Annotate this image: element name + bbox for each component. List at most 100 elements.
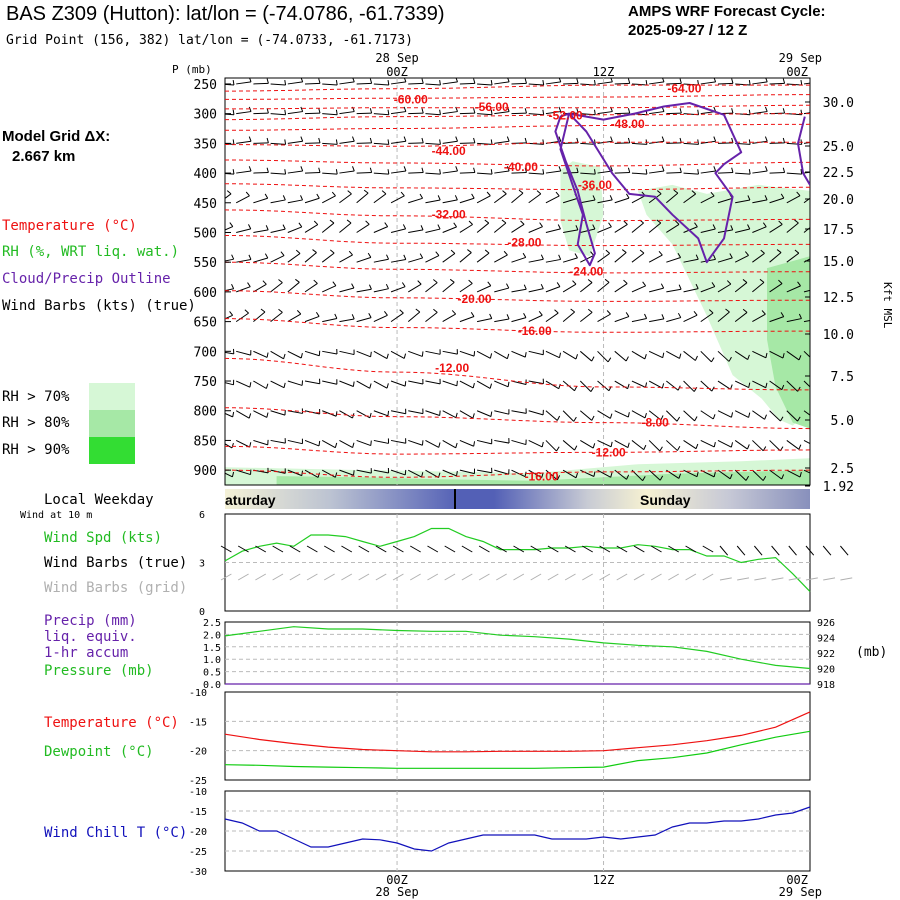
wind-barb-shaft [287, 380, 303, 386]
wind-spd-legend-label: Wind Spd (kts) [44, 530, 163, 546]
wind-barb [562, 280, 577, 293]
wind-barb-flag [490, 411, 493, 417]
wind-barbs-grid-legend-label: Wind Barbs (grid) [44, 580, 188, 596]
wind-barb [803, 171, 810, 174]
wind-barb [253, 167, 269, 174]
wind-barb-shaft [803, 82, 810, 85]
wind-barb-shaft [270, 113, 286, 116]
temperature-line [224, 711, 811, 753]
wind-barb-shaft [287, 350, 302, 359]
wind-barb-flag [487, 281, 492, 287]
wind-barb-shaft [597, 439, 612, 448]
wind-barb-flag [266, 137, 269, 143]
wind-barb-flag [558, 254, 562, 260]
wind-barb-flag [748, 412, 751, 418]
model-grid-label: Model Grid ΔX: [2, 128, 111, 145]
wind-barb-shaft [253, 229, 269, 233]
wind-barb-flag [780, 416, 784, 422]
wind-barb-shaft [717, 380, 731, 390]
wind-barb-shaft [287, 253, 301, 263]
wind-barb-shaft [270, 350, 284, 360]
wind-barb [408, 225, 424, 233]
wind-barb-flag [438, 442, 441, 448]
wind-barb [803, 289, 810, 293]
wind-barb-flag [657, 190, 662, 195]
weekday-saturday: aturday [225, 492, 276, 508]
wind-barb-shaft [580, 199, 596, 204]
wind-barb [494, 314, 510, 323]
wind-barb-shaft [717, 410, 732, 418]
wind-barb-shaft [734, 410, 749, 418]
wind-barb [563, 225, 579, 233]
wind-barb-shaft [442, 81, 458, 85]
wind-barb [683, 469, 699, 478]
wind-barb-shaft [803, 320, 810, 323]
wind-barb-shaft [649, 81, 665, 85]
wind-barb [752, 469, 767, 481]
wind-barb-shaft [700, 195, 715, 204]
wind-barb-shaft [683, 410, 695, 422]
wind-barb [769, 108, 786, 115]
wind-barb-shaft [580, 469, 595, 477]
wind-barb-flag [711, 386, 715, 392]
wind-barb [373, 139, 390, 145]
wind-barb [236, 380, 252, 388]
wind-barb [803, 469, 810, 474]
precip-ytick: 0.0 [203, 680, 221, 691]
wind-barb [356, 220, 370, 233]
top-time-label: 00Z [786, 65, 808, 79]
wind-barb-flag [284, 109, 287, 115]
wind-barb-shaft [717, 311, 730, 322]
wind-barb-flag [318, 440, 321, 447]
wind-barb [339, 250, 353, 263]
wind-barb-shaft [459, 224, 473, 233]
wind-barb [305, 167, 321, 174]
wind-barb-shaft [356, 223, 370, 233]
wind-barb-shaft [408, 229, 424, 233]
wind-barb-flag [639, 249, 645, 254]
wind-barb [287, 310, 302, 323]
wind-barb-flag [748, 169, 751, 175]
wind-barb-shaft [545, 195, 560, 204]
wind-barb-shaft [253, 350, 268, 358]
temperature-contour-2 [225, 104, 810, 110]
wind-barb-shaft [563, 229, 578, 233]
wind-barb [700, 350, 715, 363]
wind-barb [735, 79, 751, 86]
wind-barb-shaft [803, 226, 810, 233]
wind-barb-shaft [321, 222, 335, 233]
wind-barb [236, 350, 252, 356]
wind-barb [494, 438, 510, 444]
wind-barb-flag [456, 470, 458, 477]
surface-wind-barb-grid [599, 573, 611, 581]
wind-barb-flag [282, 195, 286, 201]
rh70-swatch [89, 383, 135, 410]
wind-barb-flag [539, 222, 543, 227]
wind-barb-flag [387, 109, 390, 115]
surface-wind-barb-grid [650, 573, 662, 581]
temperature-labels: -64.00-60.00-56.00-52.00-48.00-44.00-40.… [394, 82, 702, 484]
height-axis-label: Kft MSL [881, 282, 894, 329]
wind-barb-flag [812, 220, 816, 223]
wind-barb-flag [621, 249, 627, 253]
wind-barb [304, 193, 320, 204]
bottom-date-label: 29 Sep [779, 885, 822, 899]
wind-barb-shaft [322, 380, 337, 385]
wind-barb [494, 136, 510, 144]
wind-barb-flag [231, 471, 235, 477]
wind-barb-flag [558, 166, 562, 172]
wind-barb-flag [312, 249, 317, 253]
wind-barb-shaft [580, 440, 594, 449]
wind-barb-flag [523, 312, 527, 318]
wind-barb [304, 279, 318, 293]
wind-barb-shaft [322, 113, 338, 116]
wind-barb-flag [415, 308, 421, 313]
wind-barb [408, 280, 422, 293]
wind-barb-shaft [304, 380, 320, 385]
wind-barb-shaft [356, 172, 372, 174]
wind-barb-shaft [339, 439, 353, 449]
wind-barb-flag [693, 310, 698, 316]
wind-barb [476, 438, 493, 445]
wind-barb [408, 379, 424, 385]
wind-barb [580, 139, 596, 145]
